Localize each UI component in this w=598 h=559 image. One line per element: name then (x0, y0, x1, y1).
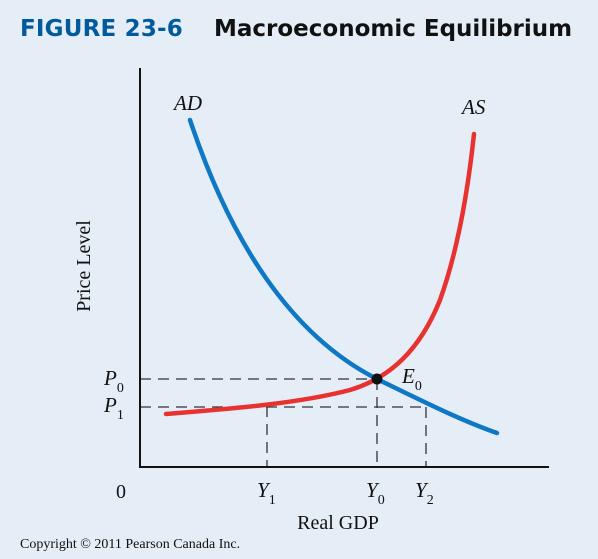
as-curve (163, 131, 477, 417)
copyright-notice: Copyright © 2011 Pearson Canada Inc. (20, 537, 241, 552)
figure-title: Macroeconomic Equilibrium (214, 16, 573, 42)
y2-label: Y2 (415, 478, 434, 508)
equilibrium-point (371, 373, 383, 385)
equilibrium-label: E0 (401, 364, 422, 394)
y0-label: Y0 (366, 478, 385, 508)
figure-number: FIGURE 23-6 (20, 16, 184, 42)
y-axis-label: Price Level (73, 220, 95, 312)
ad-curve (187, 117, 500, 436)
as-curve-label: AS (460, 95, 486, 119)
origin-label: 0 (116, 481, 126, 503)
y1-label: Y1 (257, 478, 276, 508)
x-axis-label: Real GDP (297, 512, 379, 534)
ad-curve-label: AD (172, 91, 202, 115)
p0-label: P0 (103, 366, 124, 396)
p1-label: P1 (103, 393, 124, 423)
figure-header: FIGURE 23-6 Macroeconomic Equilibrium (0, 0, 598, 60)
